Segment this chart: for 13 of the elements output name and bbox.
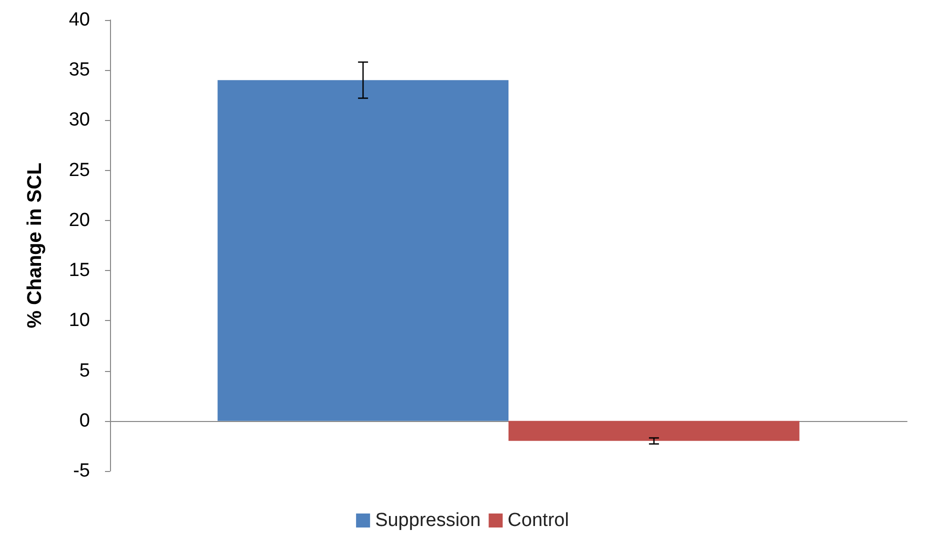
legend-label: Control [508, 510, 569, 531]
y-tick-label: 35 [68, 60, 90, 81]
y-tick-label: 25 [68, 160, 90, 181]
y-tick-label: 30 [68, 110, 90, 131]
y-tick-label: -5 [73, 460, 90, 482]
y-tick-label: 10 [68, 310, 90, 332]
legend-label: Suppression [375, 510, 481, 531]
y-tick-label: 15 [68, 260, 90, 282]
y-tick-label: 40 [68, 10, 90, 30]
y-axis-title: % Change in SCL [24, 162, 46, 328]
y-tick-label: 0 [79, 410, 90, 432]
y-tick-label: 20 [68, 210, 90, 231]
y-tick-label: 5 [79, 360, 90, 382]
